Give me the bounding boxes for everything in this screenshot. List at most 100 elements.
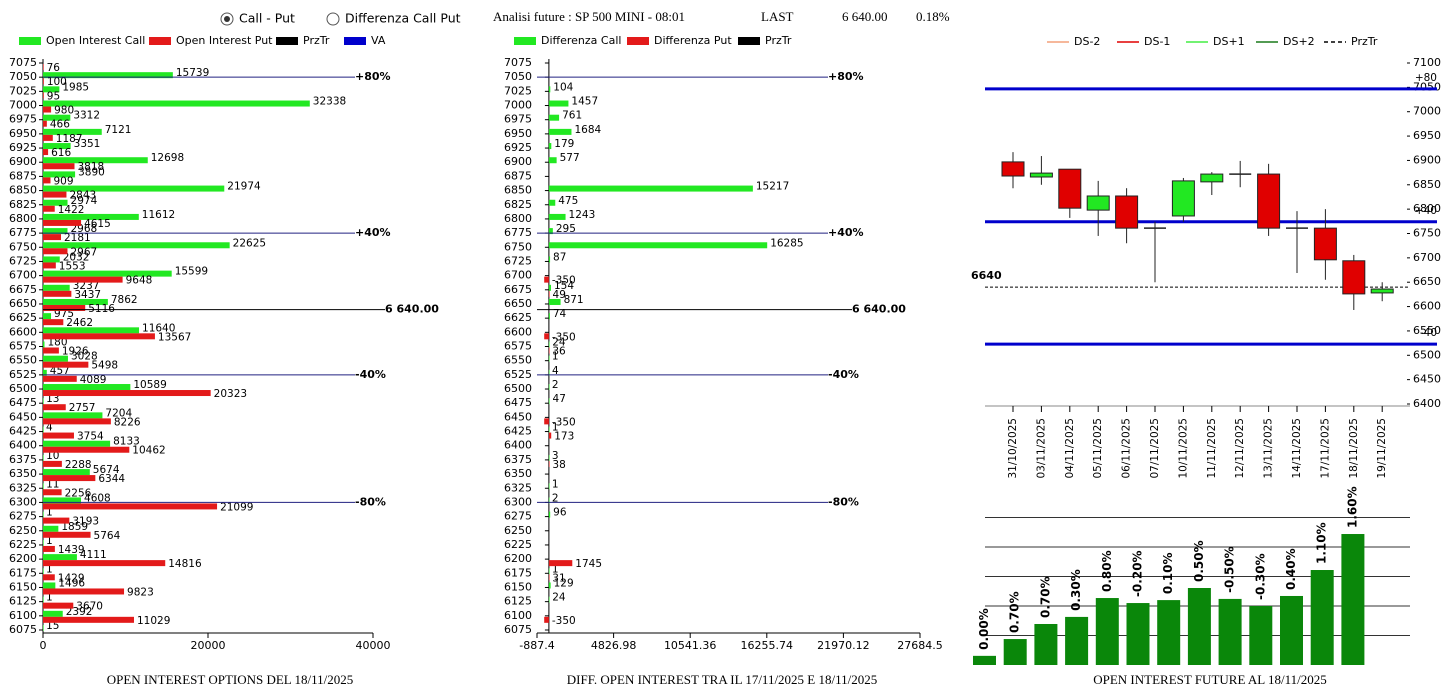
bar	[544, 333, 549, 340]
bar	[43, 610, 63, 617]
y-tick-label: 6700	[1413, 251, 1441, 264]
strike-label: 6450	[9, 410, 37, 423]
bar	[43, 355, 68, 362]
strike-label: 6525	[9, 368, 37, 381]
bar	[43, 497, 82, 504]
value-label: 8133	[113, 436, 140, 448]
value-label: 577	[560, 152, 580, 164]
value-label: 13567	[158, 331, 191, 343]
value-label: 104	[553, 81, 573, 93]
strike-label: 6575	[504, 340, 532, 353]
value-label: 10589	[133, 379, 166, 391]
strike-label: 6700	[9, 269, 37, 282]
value-label: 5498	[91, 360, 118, 372]
strike-label: 6275	[504, 510, 532, 523]
value-label: 2967	[70, 246, 97, 258]
value-label: 871	[564, 294, 584, 306]
value-label: 47	[553, 393, 566, 405]
value-label: 9648	[126, 275, 153, 287]
reference-label: -40%	[828, 368, 859, 381]
x-tick-label: 03/11/2025	[1035, 418, 1047, 479]
bar	[43, 582, 56, 589]
strike-label: 6300	[504, 495, 532, 508]
reference-label: +80%	[828, 70, 864, 83]
value-label: 466	[50, 119, 70, 131]
strike-label: 6925	[504, 141, 532, 154]
strike-label: 6175	[9, 566, 37, 579]
value-label: 8226	[114, 416, 141, 428]
value-label: 1	[552, 478, 559, 490]
bar	[43, 616, 134, 623]
strike-label: 6075	[9, 623, 37, 636]
radio-dot[interactable]	[224, 16, 230, 22]
strike-label: 6250	[9, 524, 37, 537]
bar	[548, 256, 551, 263]
legend-label: Differenza Put	[654, 34, 732, 47]
value-label: 32338	[313, 96, 346, 108]
strike-label: 7050	[9, 70, 37, 83]
legend-swatch	[344, 37, 366, 45]
bar	[43, 333, 155, 340]
bar	[548, 128, 572, 135]
strike-label: 6550	[9, 354, 37, 367]
bar	[43, 248, 68, 255]
value-label: 3028	[71, 351, 98, 363]
bar	[43, 560, 166, 567]
strike-label: 6175	[504, 566, 532, 579]
y-tick-label: 7000	[1413, 105, 1441, 118]
bar	[43, 290, 72, 297]
bar	[548, 426, 550, 433]
bar	[43, 554, 77, 561]
strike-label: 6500	[504, 382, 532, 395]
strike-label: 6325	[9, 481, 37, 494]
value-label: 10	[46, 450, 59, 462]
bar	[43, 426, 44, 433]
value-label: 3	[552, 450, 559, 462]
bar	[548, 341, 550, 348]
x-tick-label: 05/11/2025	[1092, 418, 1104, 479]
strike-label: 6750	[9, 240, 37, 253]
legend-label: PrzTr	[765, 34, 792, 47]
bar	[1310, 570, 1334, 665]
value-label: 1	[552, 422, 559, 434]
reference-label: 6 640.00	[385, 303, 439, 316]
radio-option[interactable]: Call - Put	[220, 11, 295, 26]
radio-option[interactable]: Differenza Call Put	[326, 11, 461, 26]
bar	[43, 64, 44, 70]
bar	[43, 298, 108, 305]
value-label: 3754	[77, 431, 104, 443]
radio-label[interactable]: Differenza Call Put	[345, 11, 461, 26]
bar	[1280, 595, 1303, 665]
bar	[43, 171, 76, 178]
bar	[1095, 598, 1119, 665]
strike-label: 6200	[504, 552, 532, 565]
bar	[43, 242, 230, 249]
bar	[43, 163, 75, 170]
strike-label: 6225	[504, 538, 532, 551]
radio-label[interactable]: Call - Put	[239, 11, 295, 26]
strike-label: 6650	[504, 297, 532, 310]
x-tick-label: 20000	[191, 639, 226, 652]
value-label: 95	[47, 90, 60, 102]
bar	[43, 390, 211, 397]
bar	[548, 185, 753, 192]
strike-label: 7050	[504, 70, 532, 83]
bar	[544, 418, 549, 425]
strike-label: 6675	[504, 283, 532, 296]
chart-title: DIFF. OPEN INTEREST TRA IL 17/11/2025 E …	[567, 672, 878, 687]
change-label: 0.70%	[1008, 591, 1022, 633]
radio-button[interactable]	[326, 12, 340, 26]
strike-label: 6350	[504, 467, 532, 480]
bar	[43, 270, 172, 277]
reference-label: 6 640.00	[852, 303, 906, 316]
bar	[43, 341, 45, 348]
value-label: 2181	[64, 232, 91, 244]
bar	[43, 100, 310, 107]
strike-label: 6725	[504, 254, 532, 267]
candle-body	[1200, 173, 1224, 183]
bar	[43, 276, 123, 283]
value-label: 74	[553, 308, 567, 320]
change-label: 0.30%	[1069, 569, 1083, 611]
value-label: 4615	[84, 218, 111, 230]
value-label: 76	[47, 62, 61, 74]
